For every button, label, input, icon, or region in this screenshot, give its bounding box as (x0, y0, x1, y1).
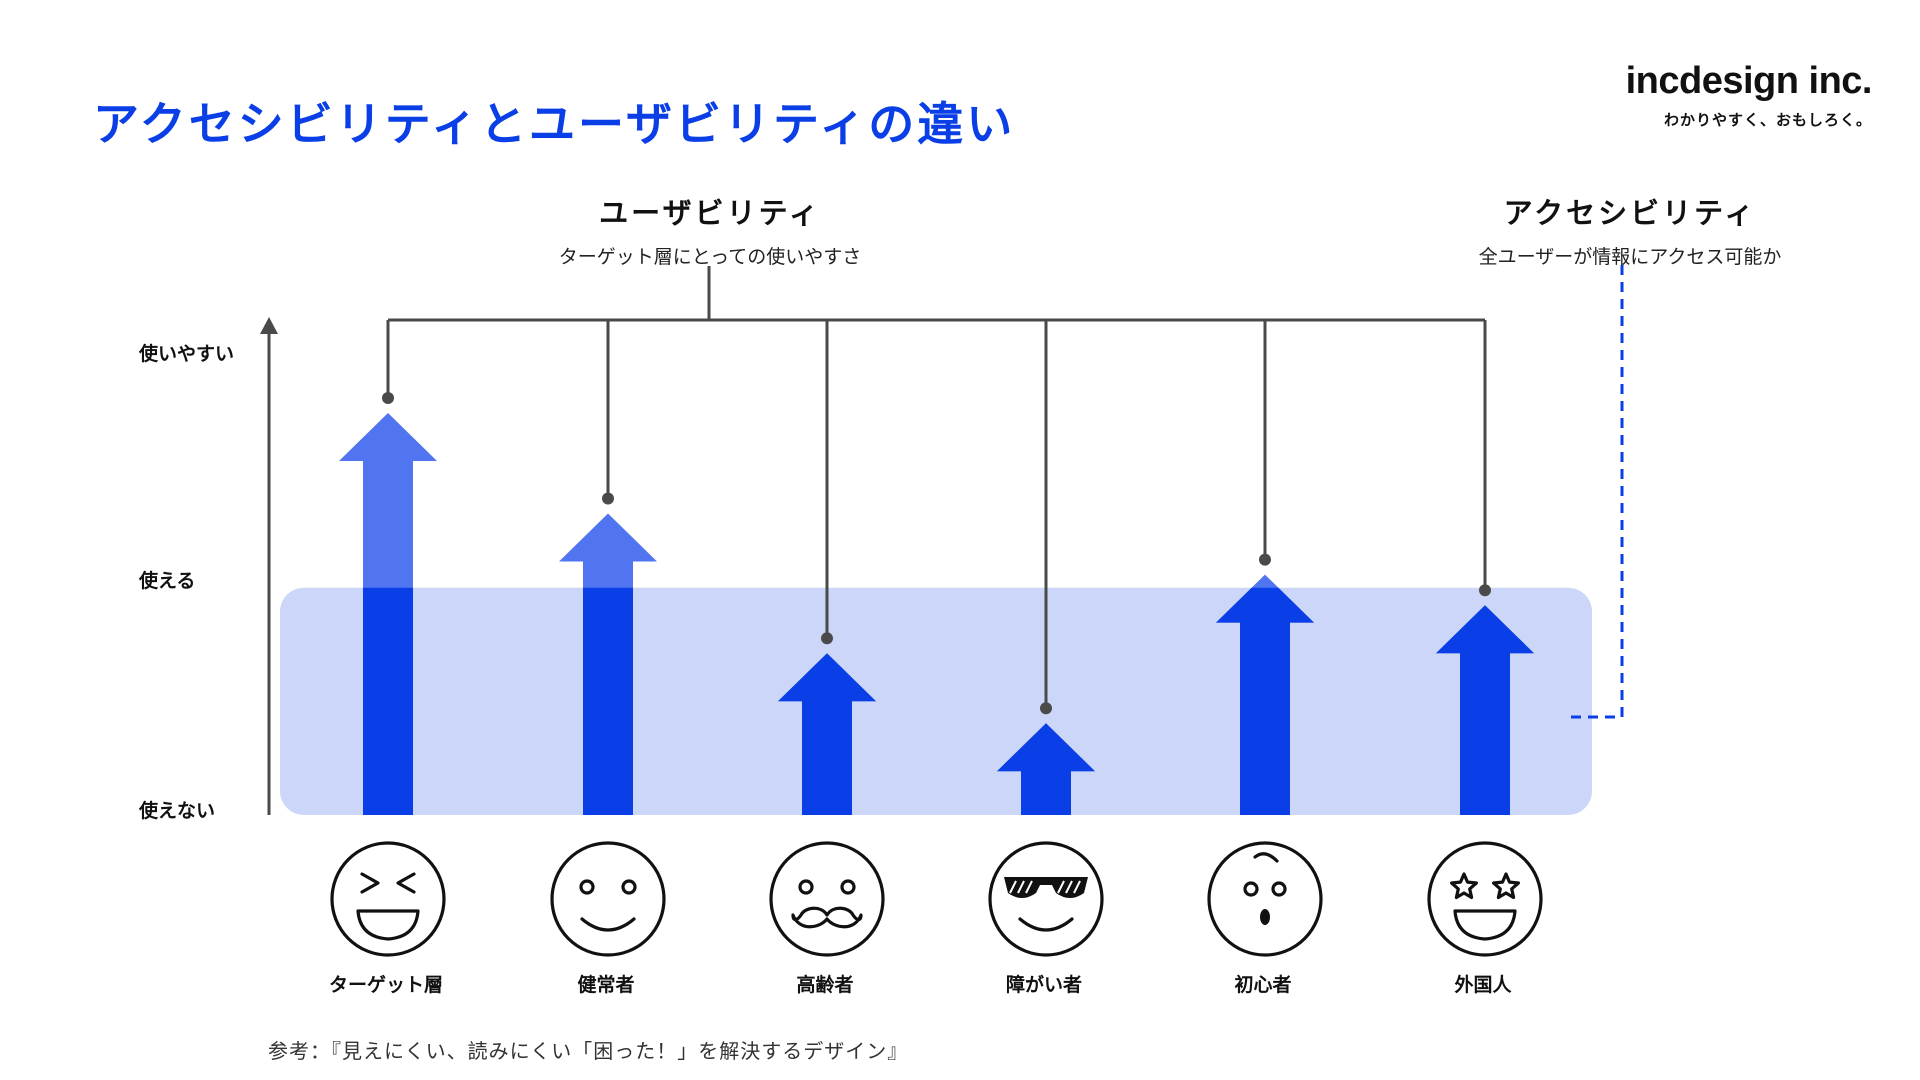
face-outline (550, 841, 666, 957)
persona-faces (330, 841, 1543, 957)
usability-arrow-in-band (559, 587, 657, 815)
mustache-face-icon (769, 841, 885, 957)
usability-arrow-in-band (997, 723, 1095, 815)
persona-label-target: ターゲット層 (328, 974, 443, 996)
star-eye (1449, 872, 1479, 900)
smile (580, 917, 636, 932)
usability-arrow-in-band (1436, 605, 1534, 815)
lens-glare (1009, 880, 1017, 894)
face-outline (1207, 841, 1323, 957)
connector-dot (1259, 553, 1271, 566)
persona-label-elderly: 高齢者 (796, 974, 854, 996)
usability-arrow-in-band (1216, 587, 1314, 815)
star-eyes-face-icon (1427, 841, 1543, 957)
eye (1271, 881, 1287, 897)
accessibility-heading: アクセシビリティ (1503, 196, 1757, 230)
eye (840, 879, 856, 895)
accessibility-header: アクセシビリティ 全ユーザーが情報にアクセス可能か (1430, 190, 1830, 269)
y-level-easy: 使いやすい (139, 343, 235, 365)
lens-glare (1017, 880, 1025, 894)
y-axis-arrowhead (260, 317, 278, 334)
logo-tagline: わかりやすく、おもしろく。 (1663, 111, 1872, 129)
mustache (791, 906, 863, 929)
persona-label-foreigner: 外国人 (1454, 974, 1512, 996)
eye (1243, 881, 1259, 897)
connector-dot (1479, 584, 1491, 597)
eye (579, 879, 595, 895)
lens-glare (1025, 880, 1033, 894)
eyebrow (1253, 852, 1279, 863)
usability-arrow-in-band (339, 587, 437, 815)
accessibility-subheading: 全ユーザーが情報にアクセス可能か (1478, 246, 1782, 268)
open-mouth (1260, 909, 1270, 925)
persona-label-disabled: 障がい者 (1005, 974, 1082, 996)
lens-glare (1065, 880, 1073, 894)
face-outline (1427, 841, 1543, 957)
persona-label-beginner: 初心者 (1234, 974, 1292, 996)
y-level-usable: 使える (139, 570, 196, 592)
page-title: アクセシビリティとユーザビリティの違い (93, 97, 1016, 151)
open-mouth (356, 909, 420, 941)
logo-name: incdesign inc. (1625, 60, 1873, 102)
star-eye (1491, 872, 1521, 900)
squint-eye (360, 872, 380, 894)
sunglasses-face-icon (988, 841, 1104, 957)
usability-heading: ユーザビリティ (599, 196, 821, 230)
squint-eye (396, 872, 416, 894)
accessible-band (280, 587, 1592, 815)
usability-header: ユーザビリティ ターゲット層にとっての使いやすさ (500, 190, 920, 269)
company-logo: incdesign inc. わかりやすく、おもしろく。 (1625, 60, 1873, 130)
connector-dot (821, 632, 833, 645)
connector-lines (382, 266, 1491, 715)
y-level-unusable: 使えない (139, 800, 216, 822)
grinning-squint-face-icon (330, 841, 446, 957)
eye (621, 879, 637, 895)
lens-glare (1057, 880, 1065, 894)
connector-dot (602, 492, 614, 505)
usability-arrow-in-band (778, 653, 876, 815)
open-mouth (1453, 909, 1517, 941)
sunglasses (1004, 877, 1088, 898)
smiling-face-icon (550, 841, 666, 957)
arrows-inside-band (339, 587, 1534, 815)
reference-note: 参考：『見えにくい、読みにくい「困った！」を解決するデザイン』 (268, 1039, 909, 1063)
connector-dot (382, 391, 394, 404)
lens-glare (1073, 880, 1081, 894)
face-outline (769, 841, 885, 957)
face-outline (988, 841, 1104, 957)
surprised-face-icon (1207, 841, 1323, 957)
accessibility-dashed-line (1567, 265, 1624, 719)
eye (798, 879, 814, 895)
persona-label-healthy: 健常者 (577, 974, 635, 996)
face-outline (330, 841, 446, 957)
connector-dot (1040, 702, 1052, 715)
smile (1018, 917, 1074, 932)
usability-subheading: ターゲット層にとっての使いやすさ (558, 246, 862, 268)
